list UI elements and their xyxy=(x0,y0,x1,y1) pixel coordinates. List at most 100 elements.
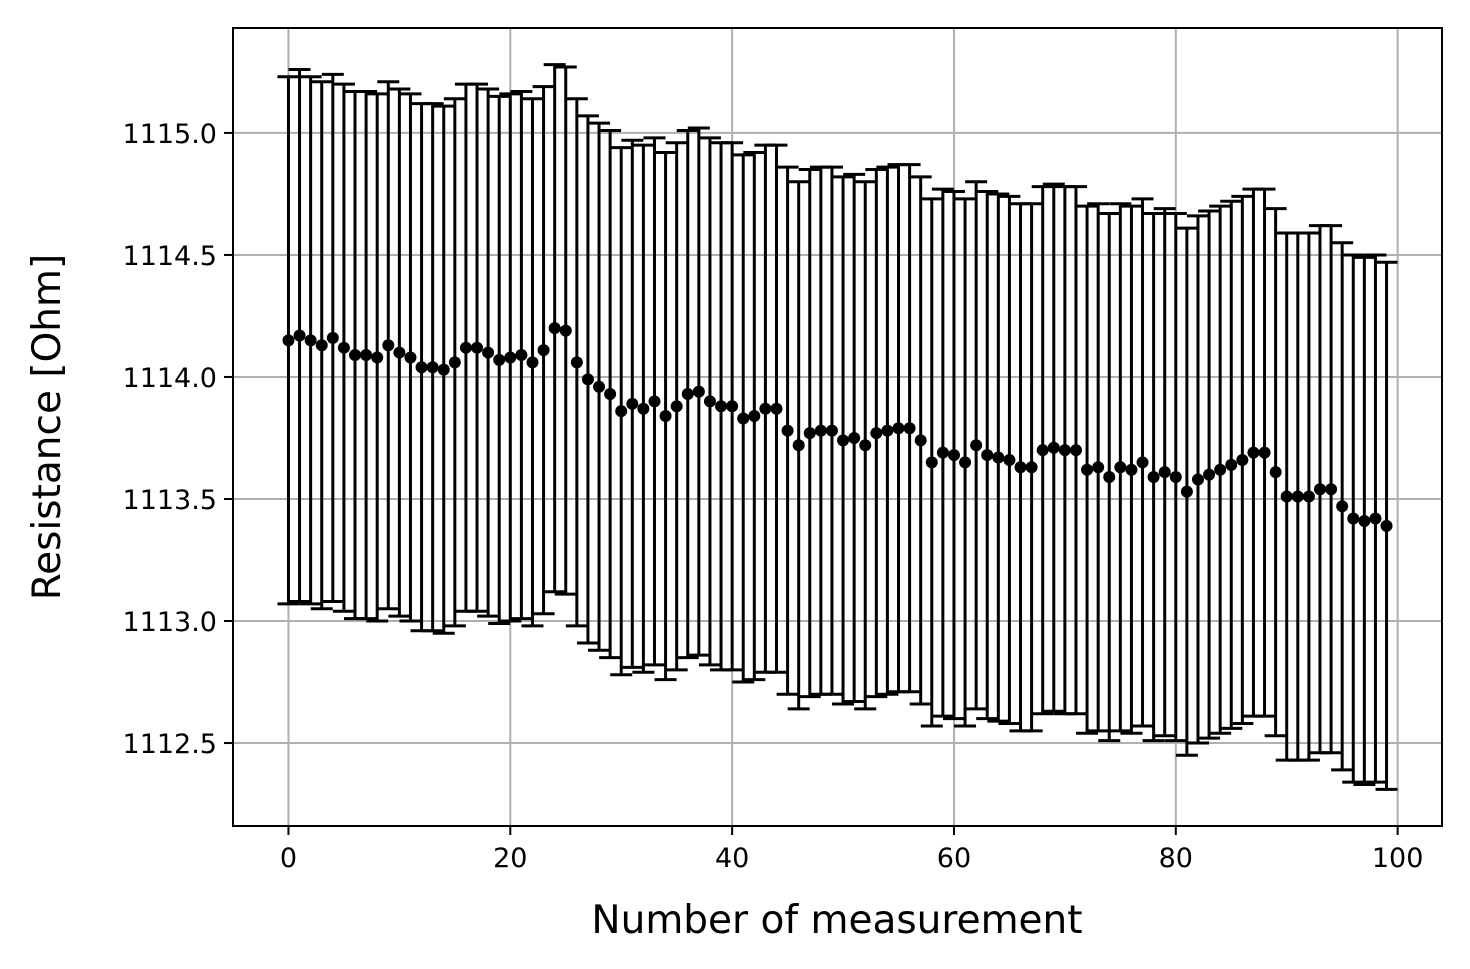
data-point xyxy=(892,422,905,435)
y-tick-label: 1113.5 xyxy=(123,485,217,516)
data-point xyxy=(404,351,417,364)
data-point xyxy=(537,344,550,357)
data-point xyxy=(1203,468,1216,481)
y-tick-label: 1113.0 xyxy=(123,607,217,638)
data-point xyxy=(349,349,362,362)
data-point xyxy=(337,341,350,354)
data-point xyxy=(1069,444,1082,457)
data-point xyxy=(1180,485,1193,498)
data-point xyxy=(1036,444,1049,457)
data-point xyxy=(593,380,606,393)
data-point xyxy=(570,356,583,369)
data-point xyxy=(1325,483,1338,496)
data-point xyxy=(526,356,539,369)
x-tick-label: 40 xyxy=(715,843,749,874)
data-point xyxy=(1158,466,1171,479)
data-point xyxy=(748,410,761,423)
data-point xyxy=(1003,453,1016,466)
x-tick-label: 0 xyxy=(280,843,297,874)
data-point xyxy=(471,341,484,354)
data-point xyxy=(1047,441,1060,454)
data-point xyxy=(1336,500,1349,513)
data-point xyxy=(1291,490,1304,503)
data-point xyxy=(648,395,661,408)
data-point xyxy=(437,363,450,376)
y-tick-label: 1112.5 xyxy=(123,729,217,760)
data-point xyxy=(371,351,384,364)
data-point xyxy=(1236,453,1249,466)
data-point xyxy=(803,427,816,440)
data-point xyxy=(770,402,783,415)
data-point xyxy=(1114,461,1127,474)
data-point xyxy=(1058,444,1071,457)
data-point xyxy=(448,356,461,369)
data-point xyxy=(1247,446,1260,459)
data-point xyxy=(825,424,838,437)
data-point xyxy=(581,373,594,386)
data-point xyxy=(903,422,916,435)
data-point xyxy=(1358,514,1371,527)
data-point xyxy=(715,400,728,413)
data-point xyxy=(426,361,439,374)
data-point xyxy=(1125,463,1138,476)
data-point xyxy=(737,412,750,425)
data-point xyxy=(681,388,694,401)
data-point xyxy=(670,400,683,413)
data-point xyxy=(881,424,894,437)
y-tick-label: 1115.0 xyxy=(123,119,217,150)
data-point xyxy=(936,446,949,459)
data-point xyxy=(848,431,861,444)
x-tick-label: 80 xyxy=(1159,843,1193,874)
data-point xyxy=(925,456,938,469)
x-axis-ticks: 0 20 40 60 80 100 xyxy=(280,826,1423,874)
data-point xyxy=(1169,471,1182,484)
data-point xyxy=(1347,512,1360,525)
data-point xyxy=(282,334,295,347)
data-point xyxy=(393,346,406,359)
data-point xyxy=(1313,483,1326,496)
data-point xyxy=(482,346,495,359)
data-point xyxy=(659,410,672,423)
x-axis-label: Number of measurement xyxy=(591,898,1082,943)
x-tick-label: 60 xyxy=(937,843,971,874)
data-point xyxy=(726,400,739,413)
data-point xyxy=(792,439,805,452)
data-point xyxy=(837,434,850,447)
data-points xyxy=(282,322,1393,532)
data-point xyxy=(459,341,472,354)
data-point xyxy=(326,331,339,344)
data-point xyxy=(504,351,517,364)
y-axis-label: Resistance [Ohm] xyxy=(25,254,70,600)
data-point xyxy=(914,434,927,447)
data-point xyxy=(814,424,827,437)
data-point xyxy=(981,449,994,462)
data-point xyxy=(360,349,373,362)
data-point xyxy=(1147,471,1160,484)
data-point xyxy=(293,329,306,342)
y-axis-ticks: 1112.5 1113.0 1113.5 1114.0 1114.5 1115.0 xyxy=(123,119,233,760)
data-point xyxy=(382,339,395,352)
data-point xyxy=(493,353,506,366)
data-point xyxy=(859,439,872,452)
data-point xyxy=(992,451,1005,464)
data-point xyxy=(947,449,960,462)
data-point xyxy=(1302,490,1315,503)
data-point xyxy=(1014,461,1027,474)
y-tick-label: 1114.0 xyxy=(123,363,217,394)
data-point xyxy=(781,424,794,437)
data-point xyxy=(515,349,528,362)
data-point xyxy=(626,397,639,410)
data-point xyxy=(870,427,883,440)
data-point xyxy=(959,456,972,469)
data-point xyxy=(1369,512,1382,525)
data-point xyxy=(615,405,628,418)
data-point xyxy=(415,361,428,374)
data-point xyxy=(637,402,650,415)
data-point xyxy=(1280,490,1293,503)
data-point xyxy=(304,334,317,347)
data-point xyxy=(1191,473,1204,486)
data-point xyxy=(548,322,561,335)
data-point xyxy=(1136,456,1149,469)
data-point xyxy=(1214,463,1227,476)
